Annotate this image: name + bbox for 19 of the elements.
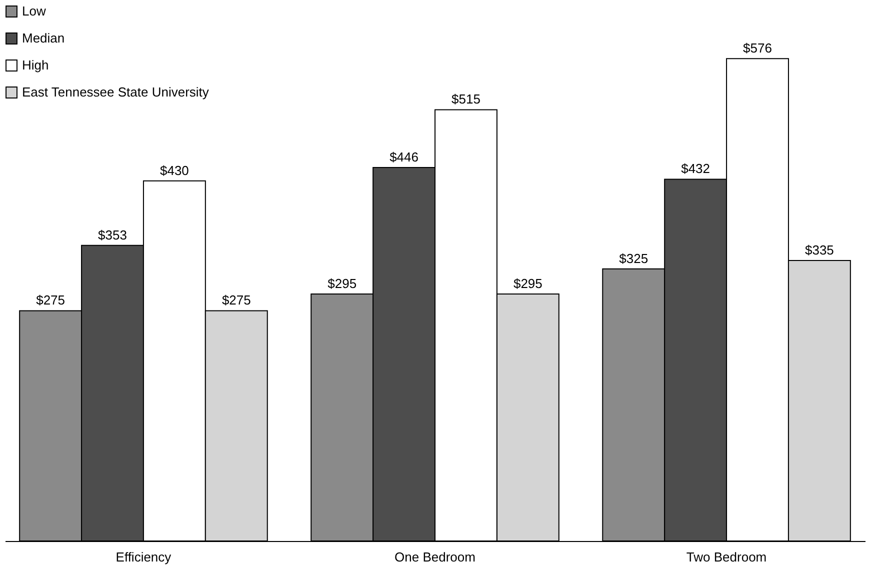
legend-label: Low bbox=[22, 4, 46, 18]
x-tick-label: One Bedroom bbox=[394, 550, 476, 564]
data-label: $446 bbox=[390, 149, 418, 164]
data-label: $430 bbox=[160, 162, 189, 178]
data-label: $325 bbox=[619, 250, 648, 266]
data-label: $515 bbox=[452, 92, 480, 107]
x-tick-label: Two Bedroom bbox=[686, 550, 767, 564]
data-label: $576 bbox=[743, 40, 772, 56]
data-label: $335 bbox=[804, 242, 834, 258]
data-label: $275 bbox=[36, 292, 66, 308]
data-label: $432 bbox=[681, 161, 710, 176]
data-label: $275 bbox=[222, 292, 251, 308]
legend-label: High bbox=[22, 58, 49, 72]
data-label: $295 bbox=[328, 276, 357, 291]
x-tick-label: Efficiency bbox=[116, 550, 172, 564]
legend-label: East Tennessee State University bbox=[22, 84, 210, 100]
data-label: $353 bbox=[98, 227, 127, 242]
data-label: $295 bbox=[513, 276, 542, 291]
legend-label: Median bbox=[22, 30, 65, 46]
